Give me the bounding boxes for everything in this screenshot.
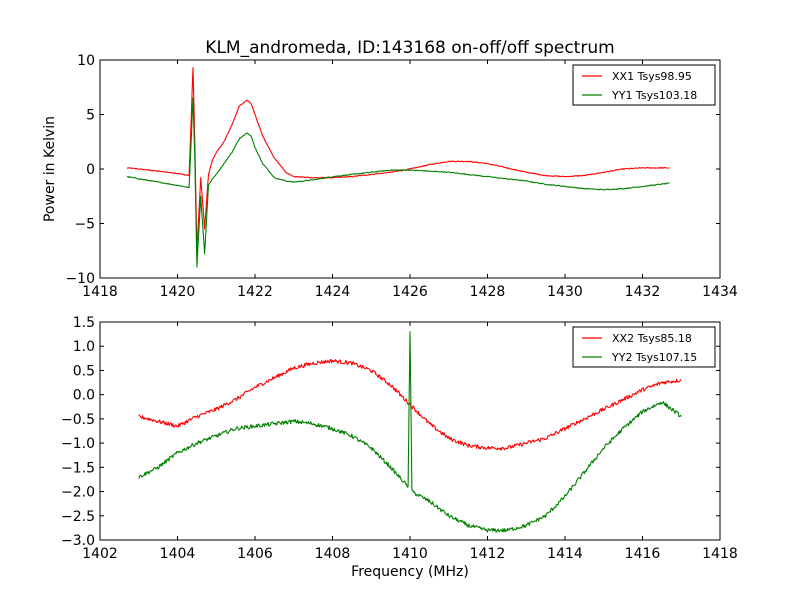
top-legend-label-yy1: YY1 Tsys103.18 [611,89,697,102]
top-x-tick-label: 1434 [702,284,738,300]
bottom-x-tick-label: 1414 [547,546,583,562]
top-ticks: 1418 1420 1422 1424 1426 1428 1430 1432 1434 −10 −… [65,53,737,300]
bottom-y-tick-label: 0.0 [73,388,95,404]
top-x-tick-label: 1420 [160,284,196,300]
top-panel: 1418 1420 1422 1424 1426 1428 1430 1432 1434 −10 −… [42,53,738,300]
bottom-y-tick-label: −0.5 [61,412,95,428]
bottom-y-tick-label: −2.5 [61,509,95,525]
top-x-tick-label: 1428 [470,284,506,300]
bottom-x-tick-label: 1410 [392,546,428,562]
bottom-x-tick-label: 1412 [470,546,506,562]
bottom-y-tick-label: −3.0 [61,533,95,549]
top-series-line-yy1 [126,97,670,268]
chart-title: KLM_andromeda, ID:143168 on-off/off spec… [205,38,614,58]
bottom-y-tick-label: 1.5 [73,315,95,331]
top-y-tick-label: 0 [86,162,95,178]
top-x-tick-label: 1426 [392,284,428,300]
bottom-x-tick-label: 1416 [625,546,661,562]
top-series-group [126,67,670,268]
bottom-legend-box [572,326,716,368]
bottom-x-axis-label: Frequency (MHz) [351,564,469,580]
top-legend-box [572,64,716,106]
top-y-tick-label: 5 [86,108,95,124]
top-y-tick-label: 10 [77,53,95,69]
bottom-panel: 1402 1404 1406 1408 1410 1412 1414 1416 1418 −3.0… [61,315,738,580]
bottom-x-tick-label: 1406 [237,546,273,562]
bottom-series-line-xx2 [138,358,682,451]
bottom-series-line-yy2 [138,331,682,533]
top-y-axis-label: Power in Kelvin [42,116,58,222]
bottom-x-tick-label: 1404 [160,546,196,562]
top-x-tick-label: 1432 [625,284,661,300]
bottom-ticks: 1402 1404 1406 1408 1410 1412 1414 1416 1418 −3.0… [61,315,738,562]
top-x-tick-label: 1430 [547,284,583,300]
bottom-legend: XX2 Tsys85.18 YY2 Tsys107.15 [572,326,716,368]
top-x-tick-label: 1422 [237,284,273,300]
bottom-x-tick-label: 1408 [315,546,351,562]
top-y-tick-label: −5 [74,217,95,233]
bottom-x-tick-label: 1418 [702,546,738,562]
bottom-legend-label-yy2: YY2 Tsys107.15 [611,351,697,364]
bottom-y-tick-label: −1.0 [61,436,95,452]
bottom-y-tick-label: 0.5 [73,363,95,379]
bottom-x-tick-label: 1402 [82,546,118,562]
bottom-y-tick-label: 1.0 [73,339,95,355]
bottom-legend-label-xx2: XX2 Tsys85.18 [612,332,692,345]
bottom-y-tick-label: −2.0 [61,485,95,501]
top-legend: XX1 Tsys98.95 YY1 Tsys103.18 [572,64,716,106]
top-x-tick-label: 1424 [315,284,351,300]
top-y-tick-label: −10 [65,271,95,287]
bottom-series-group [138,331,682,533]
bottom-y-tick-label: −1.5 [61,460,95,476]
top-x-tick-label: 1418 [82,284,118,300]
top-legend-label-xx1: XX1 Tsys98.95 [612,70,692,83]
